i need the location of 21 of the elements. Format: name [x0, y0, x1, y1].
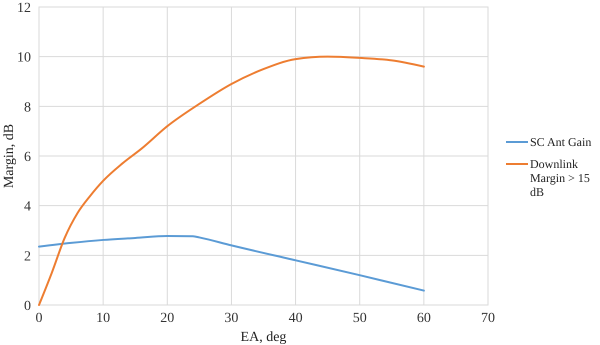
y-axis-title: Margin, dB [2, 124, 17, 188]
legend-label: SC Ant Gain [530, 135, 592, 149]
x-tick-label: 30 [224, 311, 238, 326]
x-tick-label: 60 [416, 311, 431, 326]
x-tick-label: 20 [160, 311, 174, 326]
y-tick-label: 8 [24, 100, 31, 116]
x-axis-title: EA, deg [240, 330, 286, 345]
line-series [38, 234, 425, 292]
x-tick-label: 50 [352, 311, 367, 326]
y-tick-label: 0 [24, 299, 31, 314]
y-tick-label: 10 [17, 50, 31, 66]
y-tick-label: 4 [24, 200, 31, 215]
x-tick-label: 40 [288, 311, 303, 326]
legend-label: Downlink Margin > 15 dB [530, 157, 590, 199]
y-tick-label: 12 [17, 1, 31, 16]
line-series [38, 56, 425, 306]
y-tick-label: 6 [24, 150, 31, 165]
x-tick-label: 70 [481, 311, 495, 326]
x-tick-label: 10 [96, 311, 110, 326]
y-tick-label: 2 [24, 249, 31, 264]
x-tick-label: 0 [36, 311, 42, 326]
